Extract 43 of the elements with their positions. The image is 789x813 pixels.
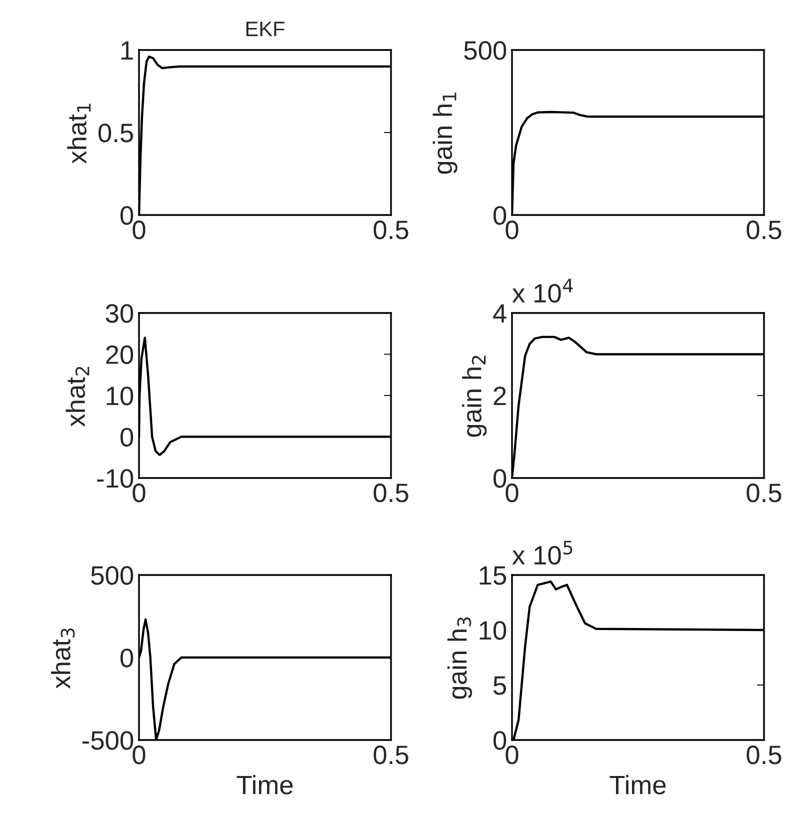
y-axis-title: xhat$_{2}$	[66, 366, 90, 427]
x-tick-label: 0.5	[746, 220, 782, 240]
y-axis-title: gain h$_{3}$	[447, 617, 472, 699]
y-tick-label: 0	[120, 648, 134, 668]
text: x 10$^{4}$	[512, 278, 573, 303]
y-tick-label: -500	[82, 731, 134, 750]
y-axis-title: gain h$_{1}$	[432, 92, 458, 174]
y-axis-title: xhat$_{1}$	[67, 104, 91, 164]
y-tick-label: 5	[494, 676, 506, 695]
y-tick-label: 1	[121, 41, 133, 60]
y-tick-label: 0	[493, 469, 506, 488]
y-tick-label: 2	[494, 386, 506, 406]
y-tick-label: 4	[493, 304, 506, 323]
x-tick-label: 0	[506, 220, 518, 240]
x-tick-label: 0	[132, 484, 146, 502]
x-tick-label: 0	[132, 746, 146, 764]
x-axis-title: Time	[610, 775, 666, 794]
x-tick-label: 0.5	[374, 746, 408, 764]
y-axis-title: gain h$_{2}$	[462, 356, 487, 437]
y-tick-label: 500	[464, 41, 506, 60]
text: x 10$^{5}$	[512, 540, 572, 565]
x-tick-label: 0.5	[746, 746, 782, 764]
y-tick-label: 15	[480, 566, 506, 585]
x-tick-label: 0	[506, 484, 518, 502]
y-tick-label: 0	[493, 731, 506, 750]
y-tick-label: 500	[91, 566, 134, 585]
y-tick-label: 20	[106, 345, 134, 364]
y-tick-label: 10	[480, 621, 506, 640]
y-tick-label: 0	[493, 206, 506, 225]
y-tick-label: 0	[120, 428, 134, 447]
chart-title: EKF	[246, 22, 284, 36]
y-tick-label: 0.5	[98, 124, 134, 142]
y-tick-label: -10	[97, 469, 134, 488]
y-tick-label: 10	[106, 386, 134, 406]
y-axis-title: xhat$_{3}$	[51, 628, 75, 689]
x-tick-label: 0.5	[374, 220, 408, 240]
x-tick-label: 0	[132, 220, 146, 240]
y-tick-label: 30	[106, 304, 134, 323]
x-tick-label: 0	[506, 746, 518, 764]
x-axis-title: Time	[236, 775, 293, 794]
x-tick-label: 0.5	[746, 484, 782, 502]
x-tick-label: 0.5	[374, 484, 408, 502]
y-tick-label: 0	[120, 206, 134, 225]
